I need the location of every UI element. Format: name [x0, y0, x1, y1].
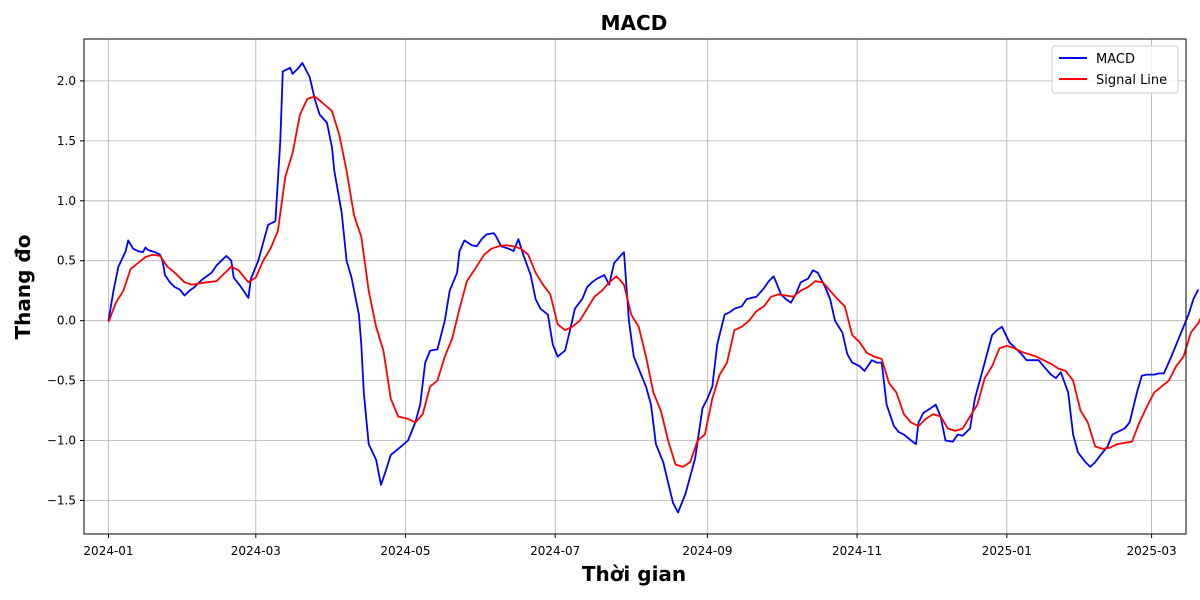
y-axis-label: Thang đo	[11, 235, 35, 340]
x-tick-label: 2024-01	[83, 544, 133, 558]
x-tick-label: 2024-09	[682, 544, 732, 558]
x-tick-label: 2024-03	[231, 544, 281, 558]
y-tick-label: −1.5	[47, 493, 76, 507]
x-tick-label: 2024-07	[530, 544, 580, 558]
series-line-signal-line	[107, 95, 1200, 468]
x-tick-label: 2024-05	[380, 544, 430, 558]
y-tick-label: 2.0	[57, 74, 76, 88]
legend-label-macd: MACD	[1096, 52, 1135, 67]
y-tick-label: −1.0	[47, 434, 76, 448]
x-tick-label: 2025-01	[982, 544, 1032, 558]
x-tick-label: 2024-11	[832, 544, 882, 558]
series-layer	[107, 62, 1200, 514]
y-tick-label: 0.0	[57, 314, 76, 328]
x-axis-label: Thời gian	[582, 562, 686, 586]
plot-frame	[83, 38, 1187, 535]
grid-lines	[84, 39, 1186, 534]
x-axis: 2024-01 2024-03 2024-05 2024-07 2024-09 2024-…	[83, 534, 1177, 558]
y-tick-label: 1.0	[57, 194, 76, 208]
y-axis: −1.5 −1.0 −0.5 0.0 0.5 1.0 1.5 2.0	[47, 74, 84, 507]
legend: MACD Signal Line	[1051, 45, 1179, 94]
y-tick-label: 0.5	[57, 254, 76, 268]
x-tick-label: 2025-03	[1127, 544, 1177, 558]
series-line-macd	[107, 62, 1200, 514]
legend-label-signal-line: Signal Line	[1096, 73, 1167, 88]
y-tick-label: 1.5	[57, 134, 76, 148]
y-tick-label: −0.5	[47, 374, 76, 388]
chart-title: MACD	[601, 11, 668, 35]
